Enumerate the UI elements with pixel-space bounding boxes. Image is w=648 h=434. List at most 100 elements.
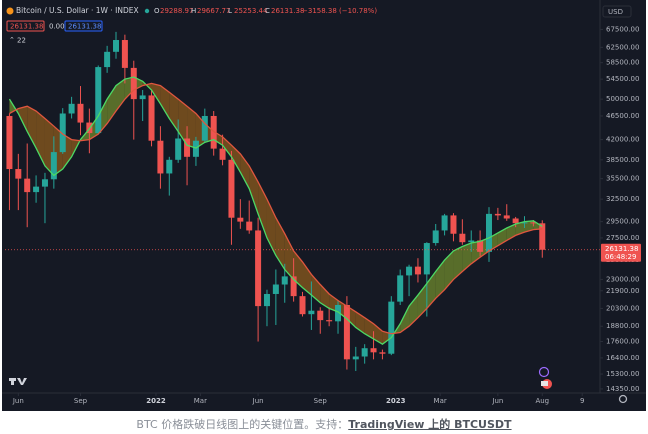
ma-band (284, 233, 294, 280)
y-tick-label: 23000.00 (606, 275, 639, 283)
candle-body (50, 152, 57, 180)
ma-band (249, 165, 259, 214)
bid-box (6, 20, 45, 32)
candle-body (219, 148, 226, 160)
candle-body (255, 230, 262, 307)
candle-body (308, 310, 315, 315)
candle-body (272, 284, 279, 294)
candle-body (379, 352, 386, 354)
currency-box[interactable] (602, 5, 632, 18)
symbol-icon (6, 7, 14, 15)
candle-body (130, 67, 137, 100)
caption-link[interactable]: TradingView 上的 BTCUSDT (348, 418, 512, 431)
y-tick-label: 21900.00 (606, 287, 639, 295)
candle-body (175, 138, 182, 160)
indicator-toggle[interactable]: ⌃ (9, 36, 15, 44)
x-tick-label: 2022 (146, 397, 166, 405)
tradingview-logo (9, 378, 27, 385)
candle-body (317, 310, 324, 321)
ma-band (417, 283, 427, 318)
candle-body (521, 222, 528, 224)
ma-band (116, 79, 125, 112)
moving-average (8, 76, 543, 345)
y-tick-label: 27500.00 (606, 234, 639, 242)
bar-countdown: 06:48:29 (605, 253, 636, 261)
ma-band (187, 106, 196, 149)
currency[interactable]: USD (608, 8, 623, 16)
ma-band (409, 295, 418, 327)
ohlc-value: 26131.38 (271, 7, 304, 15)
candle-body (59, 113, 66, 153)
ohlc-value: 25253.44 (234, 7, 268, 15)
y-tick-label: 29500.00 (606, 218, 639, 226)
y-tick-label: 17600.00 (606, 338, 639, 346)
y-tick-label: 67500.00 (606, 25, 639, 33)
chart: Bitcoin / U.S. Dollar · 1W · INDEX O 2928… (2, 0, 646, 411)
candle-body (6, 115, 13, 170)
market-status (144, 8, 150, 14)
ask-price: 26131.38 (68, 23, 101, 31)
candle-body (352, 356, 359, 360)
indicator-count[interactable]: 22 (17, 37, 26, 45)
candle-body (139, 95, 146, 100)
ohlc-letter: L (228, 7, 232, 15)
y-tick-label: 35500.00 (606, 175, 639, 183)
candle-body (201, 115, 208, 141)
spread: 0.00 (49, 23, 65, 31)
ma-band (400, 306, 410, 333)
candle-body (494, 213, 501, 216)
ma-band (320, 284, 330, 309)
x-tick-label: 9 (580, 397, 584, 405)
candle-body (192, 140, 199, 157)
chart-title: Bitcoin / U.S. Dollar · 1W · INDEX (16, 6, 139, 15)
ma-band (524, 220, 534, 233)
last-price-box (601, 243, 641, 262)
y-tick-label: 32500.00 (606, 195, 639, 203)
y-tick-label: 62500.00 (606, 43, 639, 51)
plot (5, 31, 600, 372)
candle-body (290, 276, 297, 297)
candle-body (263, 293, 270, 307)
caption: BTC 价格跌破日线图上的关键位置。支持：TradingView 上的 BTCU… (0, 416, 648, 432)
candle-body (77, 103, 84, 123)
candle-body (432, 230, 439, 244)
candle-body (121, 40, 128, 68)
ma-band (178, 99, 188, 146)
y-tick-label: 20300.00 (606, 304, 639, 312)
candle-body (246, 221, 253, 231)
caption-text: BTC 价格跌破日线图上的关键位置。支持： (136, 418, 349, 431)
candle-body (343, 304, 350, 360)
candle-body (237, 217, 244, 222)
candle-body (95, 67, 102, 134)
settings-icon[interactable] (618, 394, 628, 404)
x-tick-label: Jun (12, 397, 24, 405)
candle-body (388, 301, 395, 354)
candle-body (539, 223, 546, 250)
x-tick-label: Mar (434, 397, 447, 405)
ma-band (151, 83, 161, 104)
ask-box (64, 20, 103, 32)
ohlc-letter: O (154, 7, 160, 15)
y-tick-label: 15300.00 (606, 370, 639, 378)
candle-body (512, 218, 519, 224)
candle-body (370, 348, 377, 353)
x-tick-label: Jun (491, 397, 503, 405)
x-tick-label: 2023 (386, 397, 406, 405)
ohlc-value: 29667.77 (197, 7, 230, 15)
ma-band (515, 221, 525, 236)
ma-band (453, 246, 463, 280)
candle-body (104, 51, 111, 68)
candle-body (361, 348, 368, 357)
candle-body (15, 169, 22, 179)
y-tick-label: 14350.00 (606, 385, 639, 393)
x-tick-label: Jun (252, 397, 264, 405)
candle-body (113, 40, 120, 52)
candle-body (503, 215, 510, 219)
bid-price: 26131.38 (10, 23, 43, 31)
event-icon[interactable] (538, 366, 550, 378)
price-change: −3158.38 (−10.78%) (302, 7, 377, 15)
y-tick-label: 46500.00 (606, 112, 639, 120)
chart-background (2, 0, 646, 411)
candle-body (441, 215, 448, 231)
